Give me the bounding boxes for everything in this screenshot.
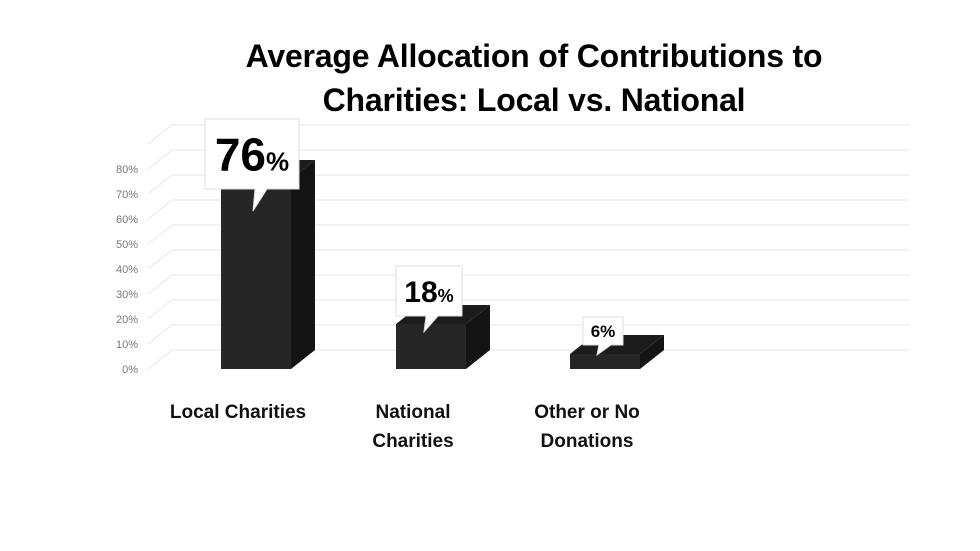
chart-title-line-1: Average Allocation of Contributions to — [245, 38, 823, 74]
y-axis-ticks: 0% 10% 20% 30% 40% 50% 60% 70% 80% — [116, 164, 138, 376]
gridline-depth — [147, 324, 173, 345]
gridline-depth — [147, 174, 173, 195]
callout-bubble — [582, 316, 624, 357]
gridline-depth — [147, 149, 173, 170]
value-unit: % — [600, 322, 615, 341]
y-tick-label: 80% — [116, 164, 138, 176]
bar-front-face — [221, 179, 291, 369]
value-unit: % — [438, 286, 454, 306]
chart-title-line-2: Charities: Local vs. National — [322, 82, 746, 118]
gridline-depth — [147, 274, 173, 295]
bar-1 — [396, 305, 490, 369]
value-number: 6 — [591, 322, 600, 341]
value-label: 6% — [591, 322, 616, 341]
bar-side-face — [291, 160, 315, 369]
gridline-depth — [147, 199, 173, 220]
bar-front-face — [570, 354, 640, 369]
gridline-depth — [147, 299, 173, 320]
value-label: 76% — [215, 129, 289, 181]
value-callout-1: 18% — [395, 265, 463, 334]
y-tick-label: 20% — [116, 314, 138, 326]
category-label-local-charities: Local Charities — [169, 402, 307, 423]
y-tick-label: 0% — [122, 364, 138, 376]
value-label: 18% — [404, 276, 453, 309]
y-tick-label: 50% — [116, 239, 138, 251]
category-label-other-or-no-donations: Other or No Donations — [534, 402, 640, 452]
gridline-depth — [147, 349, 173, 370]
y-tick-label: 10% — [116, 339, 138, 351]
callout-bubble — [395, 265, 463, 334]
value-callout-2: 6% — [582, 316, 624, 357]
value-unit: % — [266, 147, 289, 177]
bar-0 — [221, 160, 315, 369]
y-tick-label: 30% — [116, 289, 138, 301]
value-number: 18 — [404, 276, 437, 309]
gridline-depth — [147, 249, 173, 270]
chart-title: Average Allocation of Contributions to C… — [0, 34, 980, 122]
value-number: 76 — [215, 129, 266, 181]
category-label-national-charities: National Charities — [372, 402, 454, 452]
y-tick-label: 60% — [116, 214, 138, 226]
bar-side-face — [640, 335, 664, 369]
y-tick-label: 40% — [116, 264, 138, 276]
y-tick-label: 70% — [116, 189, 138, 201]
gridline-depth — [147, 124, 173, 145]
callouts-layer: 76%18%6% — [204, 118, 624, 357]
value-callout-0: 76% — [204, 118, 300, 212]
gridline-depth — [147, 224, 173, 245]
bar-front-face — [396, 324, 466, 369]
callout-bubble — [204, 118, 300, 212]
bar-side-face — [466, 305, 490, 369]
